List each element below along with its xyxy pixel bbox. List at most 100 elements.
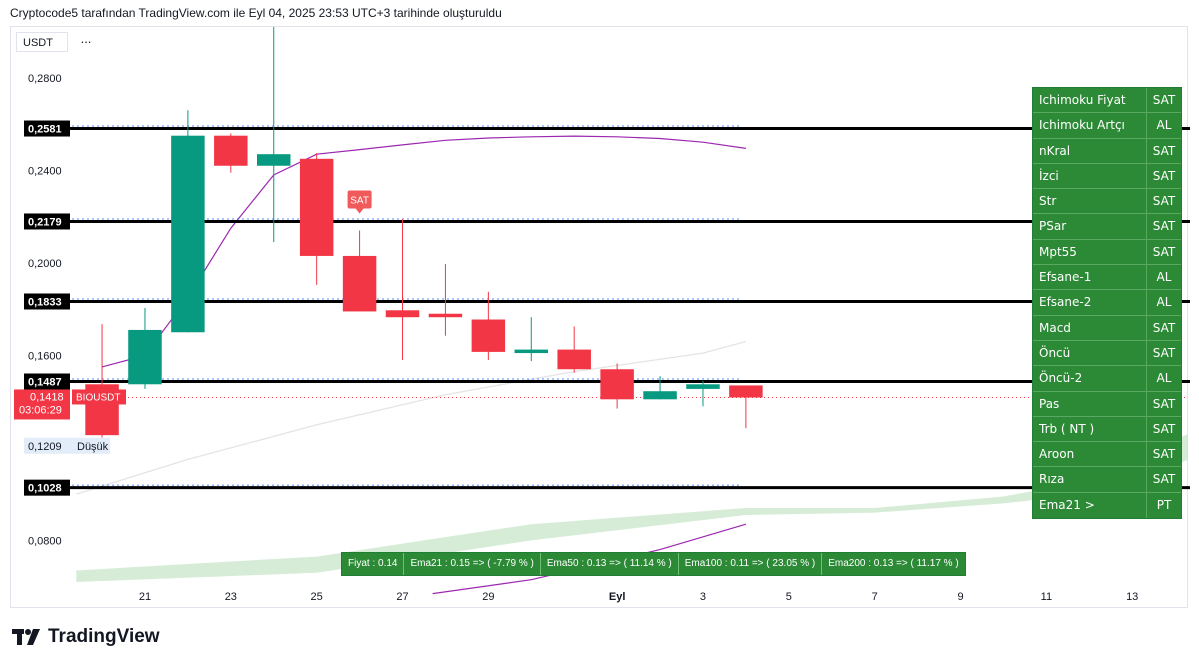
symbol-label-bg (72, 389, 126, 405)
candle-body (342, 255, 377, 312)
level-label: 0,2581 (28, 124, 62, 136)
signal-row: Rıza SAT (1033, 467, 1181, 493)
signal-value: SAT (1152, 396, 1176, 411)
x-tick-label: 23 (225, 591, 237, 603)
signal-value: SAT (1152, 421, 1176, 436)
ema-summary-cell: Ema21 : 0.15 => ( -7.79 % ) (404, 553, 541, 575)
signal-row: Efsane-1 AL (1033, 265, 1181, 291)
signal-value: SAT (1152, 194, 1176, 209)
x-tick-label: 5 (786, 591, 792, 603)
low-text: Düşük (77, 441, 109, 453)
signal-marker-pointer (355, 208, 364, 214)
signal-name: Ichimoku Artçı (1033, 113, 1147, 138)
low-price-label: 0,1209 (28, 441, 62, 453)
signal-value: SAT (1152, 143, 1176, 158)
level-label: 0,1487 (28, 377, 62, 389)
signal-table: Ichimoku Fiyat SAT Ichimoku Artçı AL nKral SA… (1032, 87, 1182, 537)
price-label: 0,1418 (30, 391, 64, 403)
signal-name: Mpt55 (1033, 239, 1147, 265)
signal-marker-text: SAT (350, 195, 369, 206)
signal-value: AL (1156, 270, 1172, 285)
candle-body (643, 391, 677, 400)
candle-body (214, 135, 248, 166)
signal-row: Trb ( NT ) SAT (1033, 416, 1181, 443)
ema-summary-cell: Ema50 : 0.13 => ( 11.14 % ) (541, 553, 679, 575)
signal-name: Macd (1033, 315, 1147, 340)
price-countdown: 03:06:29 (19, 404, 62, 416)
y-tick-label: 0,1600 (28, 350, 62, 362)
candle-body (600, 369, 634, 400)
x-tick-label: 13 (1126, 591, 1138, 603)
more-options-button[interactable]: ... (80, 31, 92, 46)
signal-row: Str SAT (1033, 189, 1181, 215)
level-label: 0,1833 (28, 296, 62, 308)
ema-summary-cell: Ema100 : 0.11 => ( 23.05 % ) (679, 553, 823, 575)
candle-body (256, 154, 291, 166)
signal-name: Rıza (1033, 467, 1147, 492)
symbol-label: BIOUSDT (76, 392, 120, 403)
signal-value: SAT (1152, 244, 1176, 259)
signal-row: nKral SAT (1033, 138, 1181, 164)
signal-row: Öncü SAT (1033, 340, 1181, 367)
y-tick-label: 0,2800 (28, 73, 62, 85)
tradingview-logo-text: TradingView (48, 626, 160, 647)
signal-value: SAT (1152, 472, 1176, 487)
level-label-bg (24, 293, 70, 310)
signal-row: Öncü-2 AL (1033, 366, 1181, 392)
ichimoku-cloud (76, 434, 1188, 582)
x-tick-label: 21 (139, 591, 151, 603)
signal-value: AL (1156, 371, 1172, 386)
x-tick-label: 29 (482, 591, 494, 603)
chart-frame (10, 26, 1188, 608)
signal-name: Aroon (1033, 442, 1147, 467)
tradingview-logo: TradingView (12, 626, 160, 648)
candle-body (428, 313, 463, 318)
candle-body (171, 135, 205, 333)
level-label-bg (24, 120, 70, 137)
signal-value: PT (1156, 497, 1172, 512)
x-tick-label: 7 (872, 591, 878, 603)
level-label-bg (24, 373, 70, 390)
candle-body (128, 329, 162, 385)
signal-value: SAT (1152, 345, 1176, 360)
x-tick-label: 9 (957, 591, 963, 603)
signal-row: Efsane-2 AL (1033, 290, 1181, 316)
signal-row: PSar SAT (1033, 214, 1181, 240)
candle-body (514, 349, 549, 354)
ema-line (101, 135, 746, 368)
signal-row: Ichimoku Artçı AL (1033, 113, 1181, 139)
x-tick-label: 27 (396, 591, 408, 603)
signal-name: Ichimoku Fiyat (1033, 88, 1147, 113)
signal-value: SAT (1152, 320, 1176, 335)
x-tick-label: 3 (700, 591, 706, 603)
level-label-bg (24, 213, 70, 230)
long-ema-line (76, 340, 747, 495)
signal-row: İzci SAT (1033, 163, 1181, 190)
signal-value: SAT (1152, 168, 1176, 183)
candle-body (686, 384, 720, 389)
signal-name: Str (1033, 189, 1147, 214)
signal-value: SAT (1152, 93, 1176, 107)
candle-body (385, 310, 420, 318)
signal-name: Efsane-2 (1033, 290, 1147, 315)
signal-name: nKral (1033, 138, 1147, 163)
level-label-bg (24, 479, 70, 496)
signal-row: Pas SAT (1033, 391, 1181, 417)
signal-name: Pas (1033, 391, 1147, 416)
x-tick-label: 11 (1041, 591, 1052, 603)
candle-body (299, 158, 334, 256)
signal-row: Mpt55 SAT (1033, 239, 1181, 266)
signal-value: AL (1156, 295, 1172, 310)
chart-header-title: Cryptocode5 tarafından TradingView.com i… (10, 6, 502, 20)
ema-summary-cell: Ema200 : 0.13 => ( 11.17 % ) (828, 558, 959, 569)
signal-value: AL (1156, 118, 1172, 133)
x-tick-label: Eyl (609, 591, 626, 603)
level-label: 0,2179 (28, 216, 62, 228)
signal-row: Macd SAT (1033, 315, 1181, 341)
price-label-bg (14, 389, 70, 420)
x-tick-label: 25 (311, 591, 323, 603)
ema-summary-bar: Fiyat : 0.14 Ema21 : 0.15 => ( -7.79 % ) E… (341, 552, 966, 576)
currency-selector[interactable]: USDT (16, 32, 68, 52)
signal-value: SAT (1152, 447, 1176, 462)
